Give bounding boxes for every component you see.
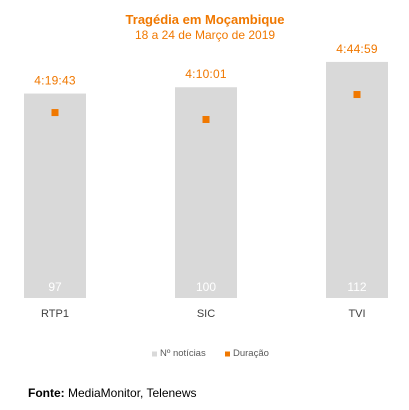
duration-label: 4:44:59 — [336, 42, 378, 56]
source-label: Fonte: — [28, 386, 65, 400]
bar-value-label: 97 — [48, 280, 62, 294]
chart-subtitle: 18 a 24 de Março de 2019 — [135, 28, 275, 42]
legend: Nº notícias Duração — [152, 348, 269, 359]
duration-marker-tvi — [353, 91, 361, 99]
category-label: TVI — [348, 308, 365, 320]
bar-value-label: 100 — [196, 280, 216, 294]
category-label: SIC — [197, 308, 215, 320]
chart-title: Tragédia em Moçambique — [126, 12, 285, 27]
chart: Tragédia em Moçambique 18 a 24 de Março … — [24, 12, 388, 359]
duration-label: 4:10:01 — [185, 67, 227, 81]
legend-swatch-duration — [225, 351, 230, 357]
bar-tvi — [326, 61, 388, 298]
bar-rtp1 — [24, 93, 86, 298]
bar-value-label: 112 — [347, 280, 366, 294]
duration-marker-rtp1 — [51, 109, 59, 117]
source-note: Fonte: MediaMonitor, Telenews — [28, 386, 197, 400]
duration-marker-sic — [202, 115, 210, 123]
plot-area: 97 4:19:43 RTP1 100 4:10:01 SIC 112 4:44:59 TVI — [24, 42, 388, 320]
legend-swatch-bars — [152, 351, 157, 357]
legend-label-duration: Duração — [233, 348, 269, 359]
duration-label: 4:19:43 — [34, 74, 76, 88]
source-text: MediaMonitor, Telenews — [64, 386, 197, 400]
category-label: RTP1 — [41, 308, 69, 320]
legend-label-bars: Nº notícias — [160, 348, 206, 359]
